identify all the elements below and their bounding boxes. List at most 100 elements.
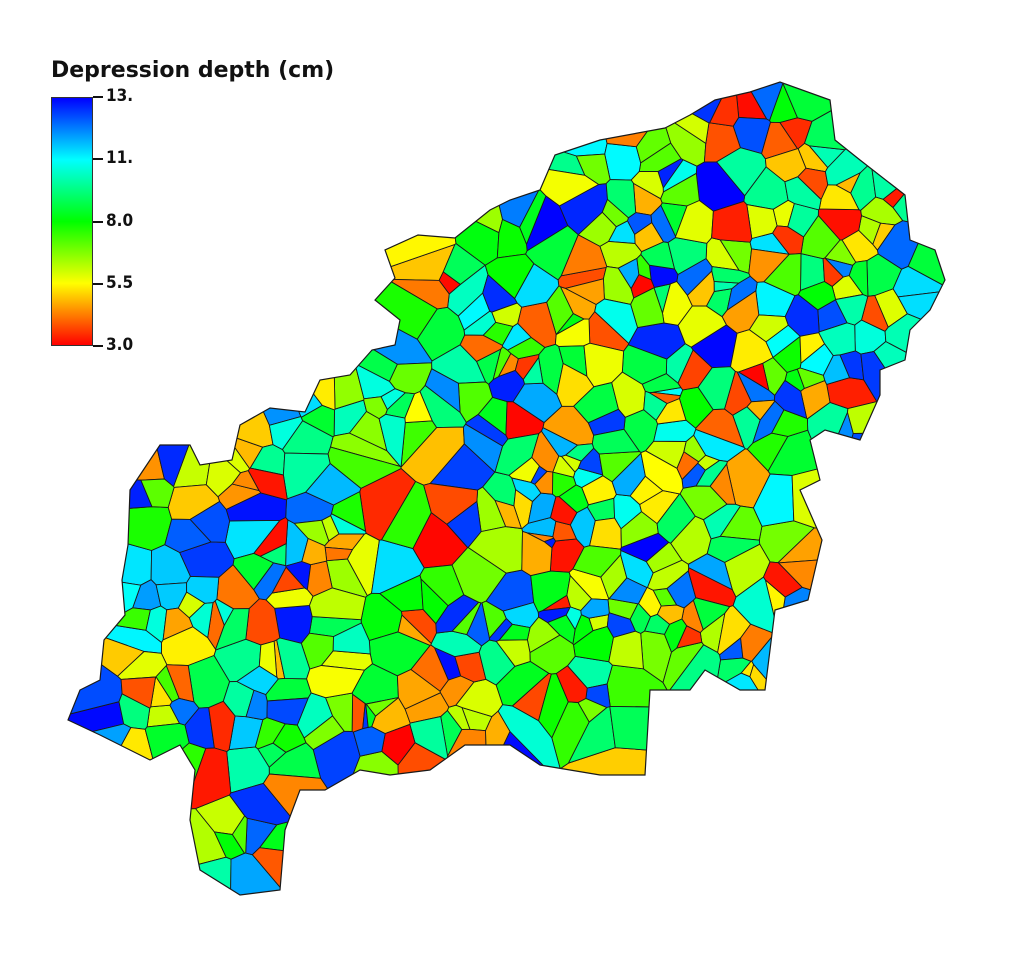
legend-tick-label: 3.0 (106, 335, 134, 355)
legend-tick-label: 13. (106, 86, 134, 106)
map-cell (397, 614, 432, 646)
map-cell (213, 831, 246, 860)
map-cell (306, 665, 366, 699)
legend-tick-mark (93, 96, 103, 98)
map-cell (604, 143, 642, 181)
map-cell (662, 159, 698, 193)
map-cell (332, 622, 371, 655)
map-cell (679, 485, 728, 521)
map-cell (525, 225, 579, 281)
map-cell (511, 477, 542, 503)
map-cell (675, 199, 714, 244)
map-cell (695, 672, 796, 749)
map-cell (677, 305, 727, 348)
map-cell (737, 362, 770, 392)
map-cell (847, 401, 930, 434)
map-cell (234, 347, 302, 426)
map-cell (380, 480, 432, 550)
map-cell (778, 586, 865, 673)
map-cell (442, 243, 486, 285)
map-cell (732, 82, 786, 122)
map-cell (424, 368, 461, 414)
map-cell (494, 499, 523, 530)
map-cell (491, 302, 523, 327)
map-cell (465, 413, 509, 447)
map-cell (560, 234, 608, 277)
map-cell (839, 431, 930, 508)
map-cell (145, 856, 232, 895)
map-cell (439, 675, 475, 708)
map-cell (301, 537, 328, 566)
map-cell (76, 506, 173, 551)
map-cell (784, 176, 822, 211)
map-cell (848, 260, 869, 297)
legend-title: Depression depth (cm) (51, 58, 335, 83)
map-cell (363, 396, 388, 420)
map-cell (752, 400, 785, 444)
map-cell (267, 334, 323, 419)
map-cell (609, 705, 693, 754)
map-cell (214, 598, 235, 627)
map-cell (646, 559, 690, 591)
map-cell (365, 703, 377, 728)
map-cell (692, 597, 731, 631)
map-cell (587, 408, 626, 436)
map-cell (709, 82, 740, 127)
map-cell (74, 475, 153, 513)
map-cell (740, 660, 755, 678)
map-cell (506, 336, 546, 360)
map-cell (481, 600, 507, 640)
legend-colorbar (51, 97, 93, 346)
map-cell (608, 630, 644, 670)
legend-tick-mark (93, 282, 103, 285)
map-cell (605, 179, 637, 219)
map-cell (589, 517, 622, 550)
map-cell (555, 665, 588, 703)
map-cell (748, 314, 789, 343)
map-cell (697, 366, 736, 411)
map-cell (749, 663, 824, 745)
map-cell (782, 82, 870, 122)
legend-tick-label: 8.0 (106, 210, 134, 231)
map-cell (620, 532, 670, 563)
map-cell (841, 229, 879, 263)
map-cell (189, 500, 231, 543)
map-cell (245, 689, 268, 721)
map-cell (892, 128, 945, 227)
voronoi-cells (68, 82, 945, 895)
legend-tick-label: 5.5 (106, 272, 134, 293)
map-cell (556, 313, 585, 335)
legend-tick-mark (93, 345, 103, 347)
map-cell (466, 602, 490, 647)
map-cell (640, 450, 684, 495)
map-cell (169, 697, 200, 726)
map-cell (636, 253, 652, 281)
map-cell (521, 530, 553, 577)
map-cell (188, 602, 214, 639)
map-cell (787, 202, 819, 238)
map-cell (702, 503, 742, 540)
map-cell (529, 634, 576, 675)
legend-tick-mark (93, 158, 103, 161)
map-cell (873, 340, 945, 430)
map-cell (140, 478, 175, 508)
map-cell (796, 367, 826, 389)
map-cell (583, 342, 625, 388)
map-cell (683, 434, 707, 463)
map-cell (300, 404, 335, 438)
map-cell (764, 148, 807, 183)
map-cell (564, 443, 595, 462)
map-cell (721, 290, 760, 334)
map-cell (162, 607, 194, 641)
island-outline (67, 81, 946, 896)
map-cell (144, 722, 190, 773)
map-cell (186, 575, 220, 604)
map-cell (120, 676, 157, 709)
map-cell (687, 553, 734, 591)
map-cell (76, 396, 165, 481)
map-cell (546, 614, 576, 645)
map-cell (748, 248, 791, 283)
map-cell (441, 154, 503, 234)
map-cell (522, 356, 544, 385)
